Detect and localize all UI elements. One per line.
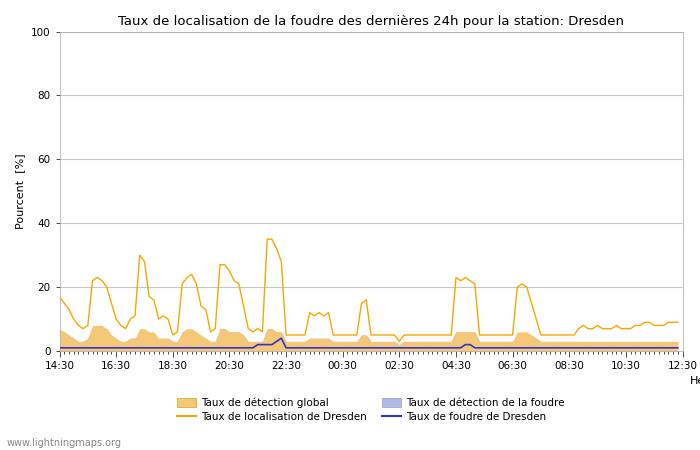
Title: Taux de localisation de la foudre des dernières 24h pour la station: Dresden: Taux de localisation de la foudre des de… <box>118 14 624 27</box>
Text: Heure: Heure <box>690 376 700 386</box>
Legend: Taux de détection global, Taux de localisation de Dresden, Taux de détection de : Taux de détection global, Taux de locali… <box>177 398 565 423</box>
Y-axis label: Pourcent  [%]: Pourcent [%] <box>15 153 25 229</box>
Text: www.lightningmaps.org: www.lightningmaps.org <box>7 438 122 448</box>
